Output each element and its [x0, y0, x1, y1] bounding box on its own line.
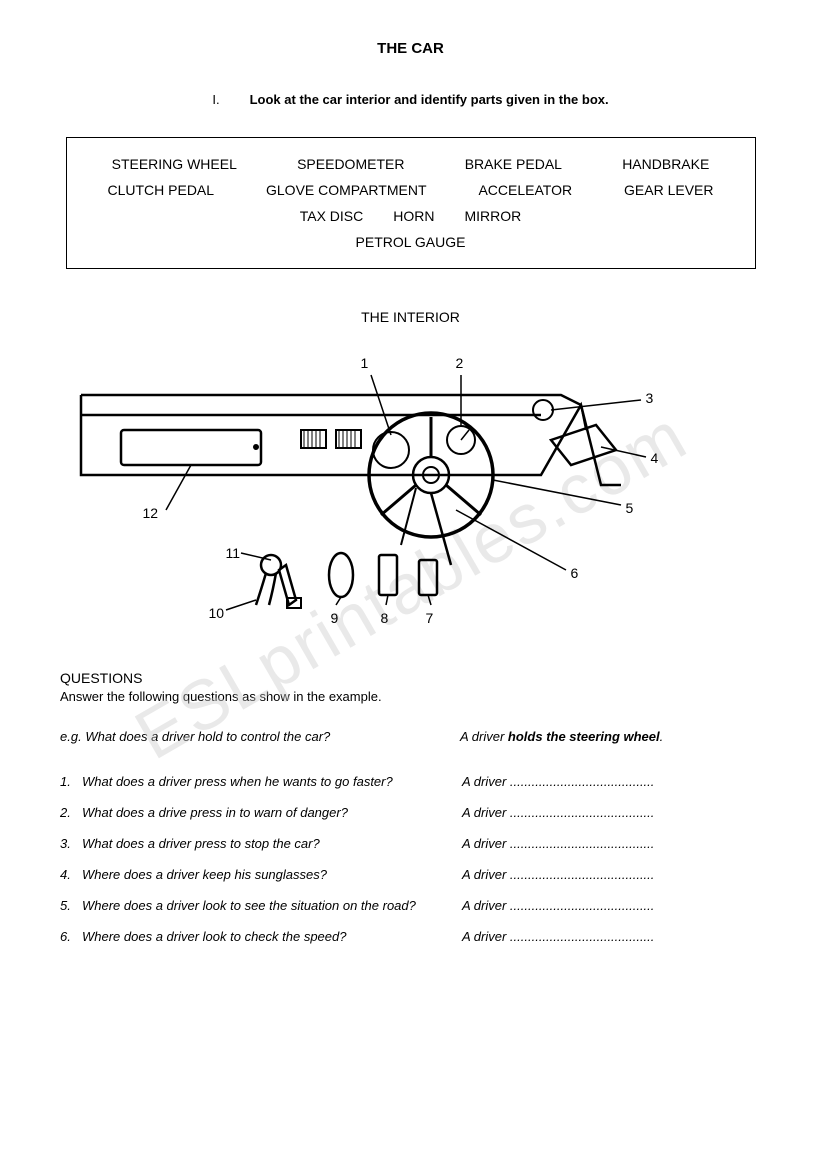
- word-item: TAX DISC: [300, 208, 364, 224]
- question-answer-blank[interactable]: A driver ...............................…: [462, 898, 761, 913]
- instruction-number: I.: [212, 92, 219, 107]
- question-answer-blank[interactable]: A driver ...............................…: [462, 774, 761, 789]
- question-row-6: 6.Where does a driver look to check the …: [60, 929, 761, 944]
- question-row-1: 1.What does a driver press when he wants…: [60, 774, 761, 789]
- question-text: What does a driver press to stop the car…: [82, 836, 462, 851]
- example-answer-bold: holds the steering wheel: [508, 729, 660, 744]
- questions-header: QUESTIONS: [60, 670, 761, 686]
- word-item: MIRROR: [464, 208, 521, 224]
- example-row: e.g. What does a driver hold to control …: [60, 729, 761, 744]
- question-number: 2.: [60, 805, 82, 820]
- question-text: What does a driver press when he wants t…: [82, 774, 462, 789]
- diagram-label-3: 3: [646, 390, 654, 406]
- word-item: PETROL GAUGE: [356, 234, 466, 250]
- diagram-label-1: 1: [361, 355, 369, 371]
- question-answer-blank[interactable]: A driver ...............................…: [462, 836, 761, 851]
- word-item: STEERING WHEEL: [112, 156, 237, 172]
- word-item: HORN: [393, 208, 434, 224]
- question-number: 4.: [60, 867, 82, 882]
- word-row-3: TAX DISC HORN MIRROR: [92, 208, 730, 224]
- interior-title: THE INTERIOR: [60, 309, 761, 325]
- questions-instruction: Answer the following questions as show i…: [60, 689, 761, 704]
- word-item: GLOVE COMPARTMENT: [266, 182, 427, 198]
- car-diagram: 1 2 3 4 5 6 7 8 9 10 11 12: [61, 345, 761, 655]
- question-number: 1.: [60, 774, 82, 789]
- example-answer-prefix: A driver: [460, 729, 508, 744]
- instruction-text: Look at the car interior and identify pa…: [250, 92, 609, 107]
- diagram-label-7: 7: [426, 610, 434, 626]
- word-item: CLUTCH PEDAL: [107, 182, 214, 198]
- example-prefix: e.g.: [60, 729, 82, 744]
- example-answer-suffix: .: [660, 729, 664, 744]
- word-item: GEAR LEVER: [624, 182, 713, 198]
- diagram-label-6: 6: [571, 565, 579, 581]
- question-number: 6.: [60, 929, 82, 944]
- diagram-label-5: 5: [626, 500, 634, 516]
- question-text: Where does a driver keep his sunglasses?: [82, 867, 462, 882]
- word-row-1: STEERING WHEEL SPEEDOMETER BRAKE PEDAL H…: [92, 156, 730, 172]
- question-row-2: 2.What does a drive press in to warn of …: [60, 805, 761, 820]
- question-row-5: 5.Where does a driver look to see the si…: [60, 898, 761, 913]
- questions-list: 1.What does a driver press when he wants…: [60, 774, 761, 944]
- page-title: THE CAR: [60, 40, 761, 57]
- example-answer: A driver holds the steering wheel.: [460, 729, 761, 744]
- word-item: HANDBRAKE: [622, 156, 709, 172]
- car-interior-svg: [61, 345, 761, 655]
- word-item: ACCELEATOR: [478, 182, 572, 198]
- question-number: 3.: [60, 836, 82, 851]
- question-number: 5.: [60, 898, 82, 913]
- instruction-row: I. Look at the car interior and identify…: [60, 92, 761, 107]
- diagram-label-2: 2: [456, 355, 464, 371]
- question-row-4: 4.Where does a driver keep his sunglasse…: [60, 867, 761, 882]
- example-question: e.g. What does a driver hold to control …: [60, 729, 460, 744]
- question-row-3: 3.What does a driver press to stop the c…: [60, 836, 761, 851]
- diagram-label-12: 12: [143, 505, 159, 521]
- diagram-label-8: 8: [381, 610, 389, 626]
- question-text: What does a drive press in to warn of da…: [82, 805, 462, 820]
- diagram-label-11: 11: [226, 545, 241, 561]
- question-answer-blank[interactable]: A driver ...............................…: [462, 867, 761, 882]
- question-text: Where does a driver look to check the sp…: [82, 929, 462, 944]
- diagram-label-9: 9: [331, 610, 339, 626]
- word-item: BRAKE PEDAL: [465, 156, 562, 172]
- word-row-2: CLUTCH PEDAL GLOVE COMPARTMENT ACCELEATO…: [92, 182, 730, 198]
- word-row-4: PETROL GAUGE: [92, 234, 730, 250]
- question-text: Where does a driver look to see the situ…: [82, 898, 462, 913]
- question-answer-blank[interactable]: A driver ...............................…: [462, 929, 761, 944]
- word-item: SPEEDOMETER: [297, 156, 404, 172]
- question-answer-blank[interactable]: A driver ...............................…: [462, 805, 761, 820]
- word-box: STEERING WHEEL SPEEDOMETER BRAKE PEDAL H…: [66, 137, 756, 269]
- example-question-text: What does a driver hold to control the c…: [85, 729, 330, 744]
- diagram-label-4: 4: [651, 450, 659, 466]
- diagram-label-10: 10: [209, 605, 225, 621]
